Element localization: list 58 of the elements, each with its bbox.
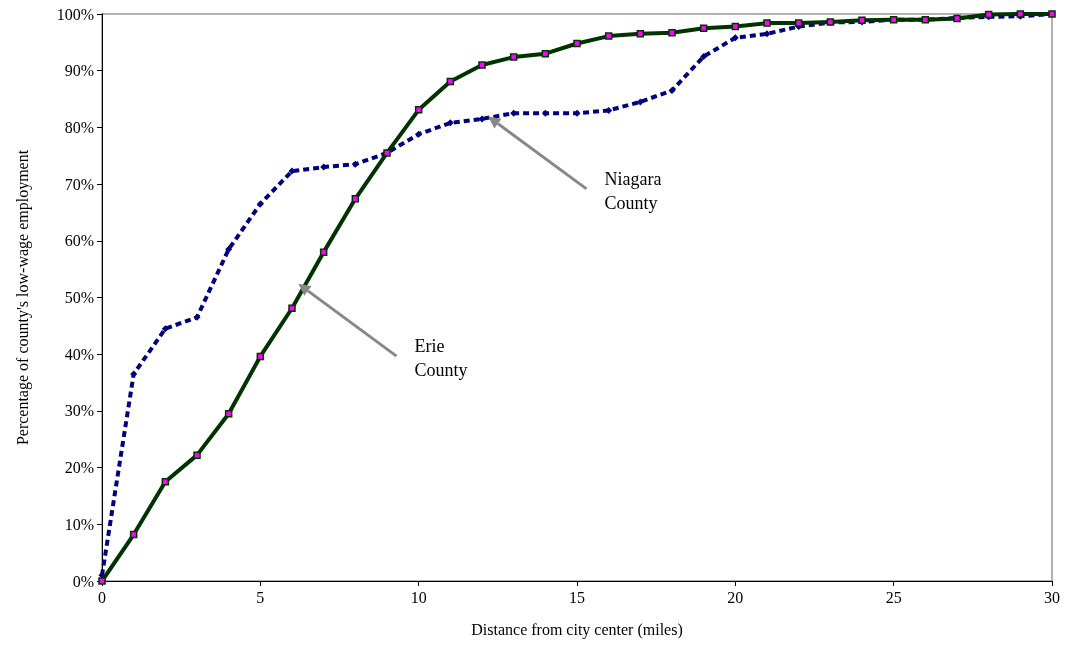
point: [193, 313, 201, 321]
point: [224, 409, 233, 418]
y-tick-label: 40%: [64, 345, 94, 363]
y-tick-label: 60%: [64, 232, 94, 250]
point: [573, 39, 581, 48]
annotation: Erie County: [414, 336, 468, 381]
point: [763, 19, 771, 27]
point: [731, 22, 740, 31]
y-tick-label: 80%: [64, 118, 94, 136]
point: [351, 195, 360, 203]
x-axis-title: Distance from city center (miles): [471, 620, 683, 639]
point: [225, 245, 233, 253]
point: [604, 32, 613, 40]
point: [415, 130, 423, 138]
y-tick-label: 100%: [56, 5, 94, 23]
annotation: Niagara County: [604, 168, 666, 213]
x-tick-label: 5: [256, 588, 265, 606]
y-tick-label: 90%: [64, 62, 94, 80]
point: [731, 34, 739, 42]
point: [668, 28, 676, 37]
point: [414, 106, 423, 114]
point: [351, 160, 359, 168]
point: [541, 49, 550, 58]
point: [446, 119, 454, 127]
y-tick-label: 50%: [64, 289, 94, 306]
point: [319, 248, 328, 256]
point: [478, 61, 486, 69]
y-tick-label: 70%: [64, 175, 94, 193]
point: [193, 451, 201, 459]
point: [605, 106, 613, 114]
point: [763, 30, 771, 38]
x-tick-label: 10: [410, 588, 427, 606]
point: [478, 115, 486, 123]
x-tick-label: 0: [98, 588, 106, 606]
x-tick-label: 30: [1044, 588, 1060, 606]
point: [446, 77, 455, 86]
point: [256, 200, 264, 208]
point: [509, 53, 518, 61]
y-tick-label: 20%: [64, 459, 94, 477]
point: [130, 370, 138, 378]
x-tick-label: 15: [569, 588, 585, 606]
point: [129, 530, 138, 539]
point: [636, 30, 645, 38]
y-tick-label: 0%: [72, 572, 94, 590]
point: [256, 352, 265, 361]
point: [288, 304, 296, 313]
y-tick-label: 10%: [64, 515, 94, 533]
x-tick-label: 25: [885, 588, 902, 606]
y-axis-title: Percentage of county's low-wage employment: [13, 149, 32, 446]
x-tick-label: 20: [727, 588, 744, 606]
point: [541, 109, 549, 117]
point: [668, 87, 676, 95]
point: [161, 325, 169, 333]
point: [161, 478, 170, 486]
point: [636, 98, 644, 106]
point: [699, 24, 708, 32]
point: [700, 53, 708, 61]
y-tick-label: 30%: [64, 402, 94, 420]
